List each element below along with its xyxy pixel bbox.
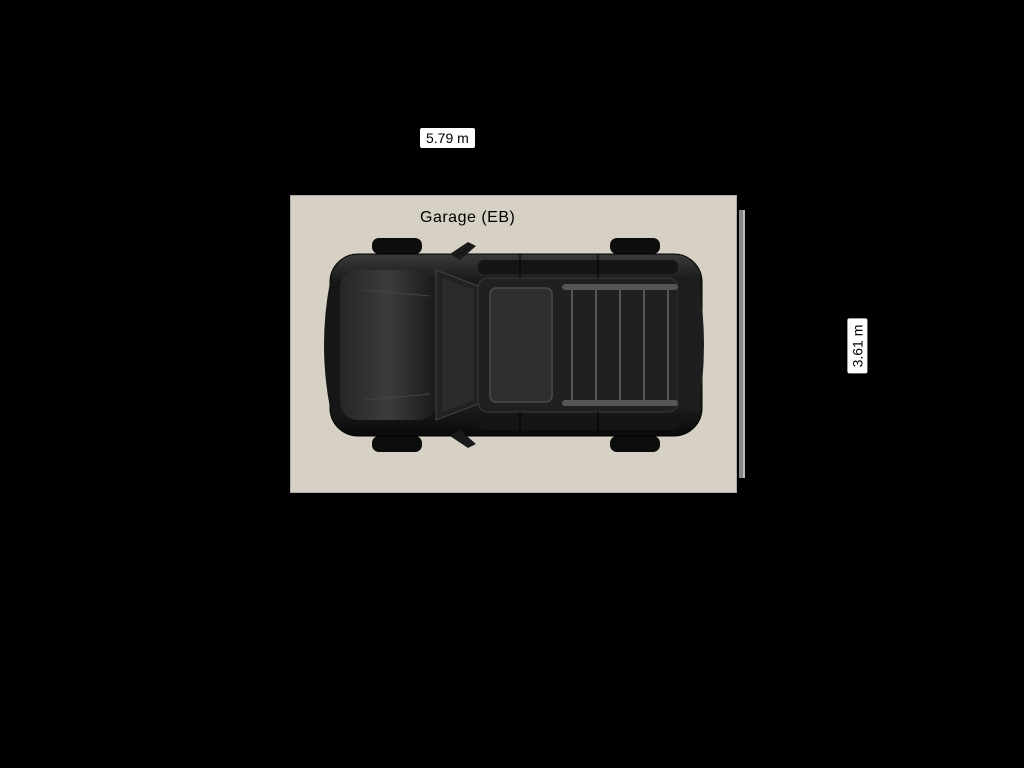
- dimension-tick: [836, 324, 848, 326]
- dimension-tick: [836, 392, 848, 394]
- dimension-tick: [410, 132, 412, 144]
- room-label: Garage (EB): [420, 209, 515, 227]
- garage-floorplan: Garage (EB) 5.79 m 3.61 m: [0, 0, 1024, 768]
- garage-door: [739, 210, 745, 478]
- dimension-width: 5.79 m: [420, 128, 475, 148]
- vehicle-suv-icon: [310, 230, 720, 460]
- dimension-height: 3.61 m: [847, 319, 867, 374]
- dimension-tick: [478, 132, 480, 144]
